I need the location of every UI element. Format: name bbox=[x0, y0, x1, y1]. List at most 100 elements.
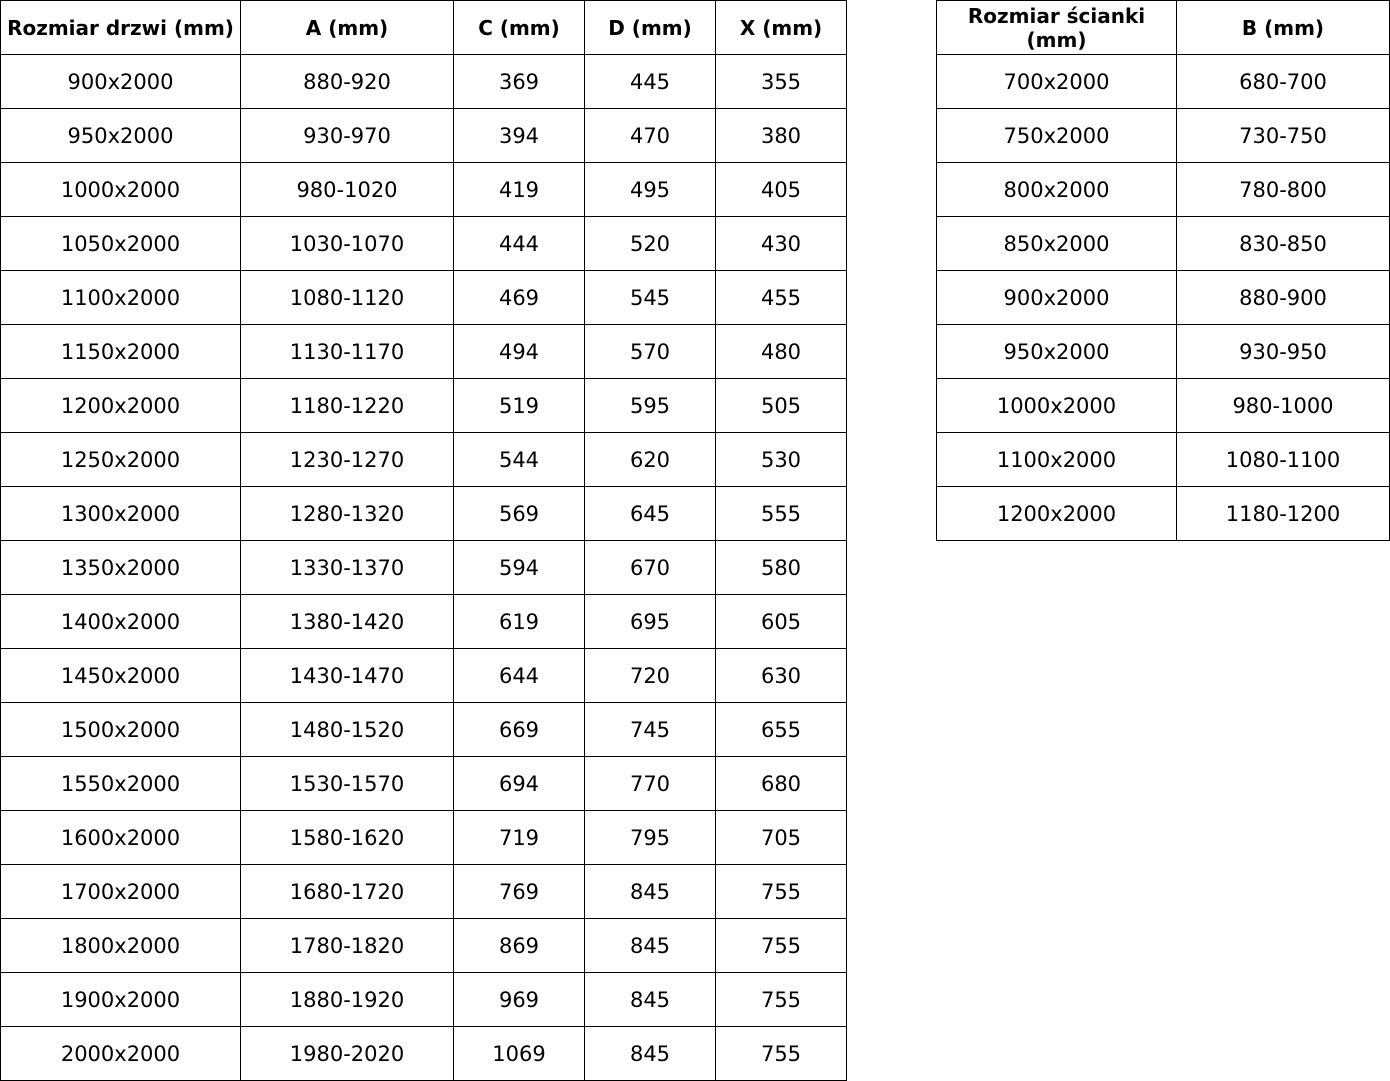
table-cell: 1280-1320 bbox=[240, 486, 454, 541]
table-cell: 719 bbox=[453, 810, 585, 865]
table-cell: 394 bbox=[453, 108, 585, 163]
table-cell: 480 bbox=[715, 324, 847, 379]
table-cell: 880-920 bbox=[240, 54, 454, 109]
table-cell: 1780-1820 bbox=[240, 918, 454, 973]
table-cell: 680-700 bbox=[1176, 54, 1390, 109]
table-cell: 1580-1620 bbox=[240, 810, 454, 865]
table-cell: 1300x2000 bbox=[0, 486, 241, 541]
table-cell: 419 bbox=[453, 162, 585, 217]
table-cell: 1980-2020 bbox=[240, 1026, 454, 1081]
column-header: Rozmiar drzwi (mm) bbox=[0, 0, 241, 55]
table-cell: 645 bbox=[584, 486, 716, 541]
table-cell: 444 bbox=[453, 216, 585, 271]
table-cell: 695 bbox=[584, 594, 716, 649]
table-cell: 1069 bbox=[453, 1026, 585, 1081]
table-cell: 1100x2000 bbox=[0, 270, 241, 325]
table-row: 1500x2000 1480-1520 669 745 655 bbox=[0, 702, 847, 757]
table-row: 1250x2000 1230-1270 544 620 530 bbox=[0, 432, 847, 487]
table-cell: 1700x2000 bbox=[0, 864, 241, 919]
table-cell: 1200x2000 bbox=[0, 378, 241, 433]
table-cell: 1150x2000 bbox=[0, 324, 241, 379]
table-row: 1600x2000 1580-1620 719 795 705 bbox=[0, 810, 847, 865]
table-cell: 1130-1170 bbox=[240, 324, 454, 379]
table-row: 1450x2000 1430-1470 644 720 630 bbox=[0, 648, 847, 703]
table-cell: 520 bbox=[584, 216, 716, 271]
table-cell: 694 bbox=[453, 756, 585, 811]
table-cell: 745 bbox=[584, 702, 716, 757]
column-header: X (mm) bbox=[715, 0, 847, 55]
table-cell: 1250x2000 bbox=[0, 432, 241, 487]
table-cell: 1400x2000 bbox=[0, 594, 241, 649]
table-cell: 830-850 bbox=[1176, 216, 1390, 271]
table-row: 700x2000 680-700 bbox=[936, 54, 1390, 109]
table-cell: 605 bbox=[715, 594, 847, 649]
table-row: 1300x2000 1280-1320 569 645 555 bbox=[0, 486, 847, 541]
table-cell: 845 bbox=[584, 972, 716, 1027]
table-cell: 569 bbox=[453, 486, 585, 541]
table-cell: 1180-1220 bbox=[240, 378, 454, 433]
table-cell: 950x2000 bbox=[0, 108, 241, 163]
table-cell: 1680-1720 bbox=[240, 864, 454, 919]
table-cell: 470 bbox=[584, 108, 716, 163]
table-cell: 669 bbox=[453, 702, 585, 757]
table-cell: 980-1020 bbox=[240, 162, 454, 217]
table-cell: 555 bbox=[715, 486, 847, 541]
table-cell: 845 bbox=[584, 864, 716, 919]
table-cell: 430 bbox=[715, 216, 847, 271]
table-cell: 795 bbox=[584, 810, 716, 865]
table-cell: 750x2000 bbox=[936, 108, 1177, 163]
table-row: 1100x2000 1080-1120 469 545 455 bbox=[0, 270, 847, 325]
table-cell: 494 bbox=[453, 324, 585, 379]
table-row: 1050x2000 1030-1070 444 520 430 bbox=[0, 216, 847, 271]
table-cell: 355 bbox=[715, 54, 847, 109]
column-header: A (mm) bbox=[240, 0, 454, 55]
table-cell: 495 bbox=[584, 162, 716, 217]
table-cell: 445 bbox=[584, 54, 716, 109]
table-cell: 730-750 bbox=[1176, 108, 1390, 163]
table-cell: 519 bbox=[453, 378, 585, 433]
table-cell: 595 bbox=[584, 378, 716, 433]
table-cell: 800x2000 bbox=[936, 162, 1177, 217]
table-row: 1100x2000 1080-1100 bbox=[936, 432, 1390, 487]
table-row: 850x2000 830-850 bbox=[936, 216, 1390, 271]
table-cell: 505 bbox=[715, 378, 847, 433]
table-cell: 2000x2000 bbox=[0, 1026, 241, 1081]
table-cell: 580 bbox=[715, 540, 847, 595]
table-row: 1800x2000 1780-1820 869 845 755 bbox=[0, 918, 847, 973]
table-row: 1400x2000 1380-1420 619 695 605 bbox=[0, 594, 847, 649]
table-row: 1550x2000 1530-1570 694 770 680 bbox=[0, 756, 847, 811]
table-cell: 900x2000 bbox=[936, 270, 1177, 325]
table-cell: 1900x2000 bbox=[0, 972, 241, 1027]
table-row: 1200x2000 1180-1200 bbox=[936, 486, 1390, 541]
table-cell: 680 bbox=[715, 756, 847, 811]
table-row: 1900x2000 1880-1920 969 845 755 bbox=[0, 972, 847, 1027]
table-cell: 405 bbox=[715, 162, 847, 217]
table-cell: 1330-1370 bbox=[240, 540, 454, 595]
table-cell: 845 bbox=[584, 1026, 716, 1081]
table-cell: 1600x2000 bbox=[0, 810, 241, 865]
table-cell: 769 bbox=[453, 864, 585, 919]
table-row: 950x2000 930-950 bbox=[936, 324, 1390, 379]
table-row: 1000x2000 980-1020 419 495 405 bbox=[0, 162, 847, 217]
table-cell: 1180-1200 bbox=[1176, 486, 1390, 541]
column-header: B (mm) bbox=[1176, 0, 1390, 55]
table-cell: 1000x2000 bbox=[936, 378, 1177, 433]
header-row: Rozmiar ścianki (mm) B (mm) bbox=[936, 0, 1390, 55]
table-cell: 369 bbox=[453, 54, 585, 109]
wall-panel-size-table: Rozmiar ścianki (mm) B (mm) 700x2000 680-7… bbox=[936, 0, 1390, 541]
table-cell: 455 bbox=[715, 270, 847, 325]
table-cell: 1500x2000 bbox=[0, 702, 241, 757]
table-cell: 1080-1120 bbox=[240, 270, 454, 325]
table-cell: 755 bbox=[715, 972, 847, 1027]
table-cell: 1380-1420 bbox=[240, 594, 454, 649]
table-cell: 1550x2000 bbox=[0, 756, 241, 811]
table-cell: 1450x2000 bbox=[0, 648, 241, 703]
column-header: Rozmiar ścianki (mm) bbox=[936, 0, 1177, 55]
table-cell: 1030-1070 bbox=[240, 216, 454, 271]
table-cell: 1880-1920 bbox=[240, 972, 454, 1027]
table-row: 900x2000 880-900 bbox=[936, 270, 1390, 325]
table-row: 2000x2000 1980-2020 1069 845 755 bbox=[0, 1026, 847, 1081]
table-cell: 594 bbox=[453, 540, 585, 595]
table-cell: 980-1000 bbox=[1176, 378, 1390, 433]
table-cell: 670 bbox=[584, 540, 716, 595]
